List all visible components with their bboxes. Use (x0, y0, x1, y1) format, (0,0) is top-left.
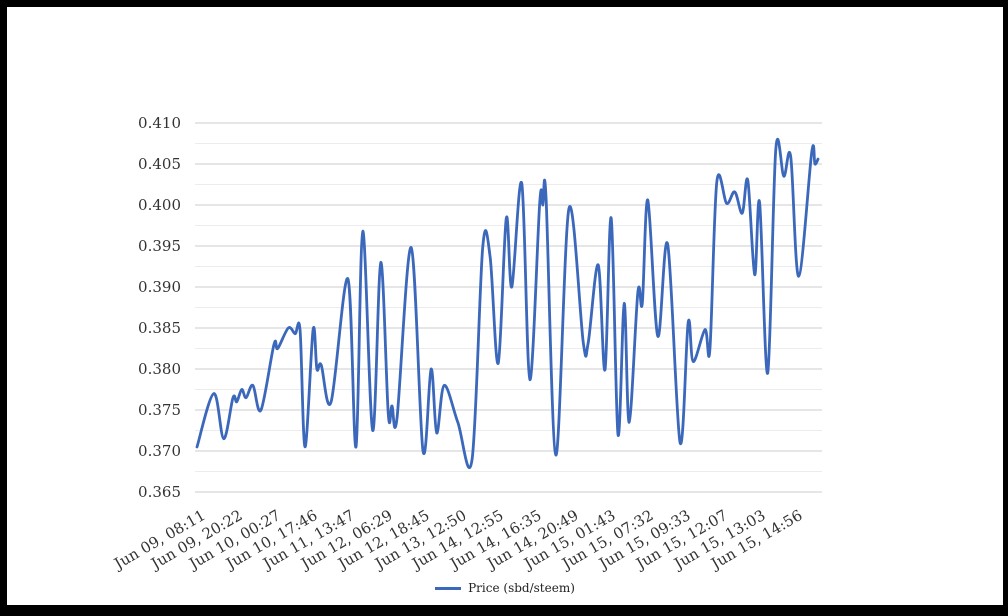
y-axis-tick-label: 0.400 (138, 196, 181, 214)
price-line-chart (195, 122, 822, 493)
chart-page: 0.365 0.370 0.375 0.380 0.385 0.390 0.395 0.400… (7, 7, 1003, 605)
price-series-line[interactable] (195, 137, 820, 470)
y-axis-tick-label: 0.405 (138, 155, 181, 173)
y-axis-tick-label: 0.370 (138, 442, 181, 460)
y-axis-tick-label: 0.380 (138, 360, 181, 378)
y-axis-tick-label: 0.390 (138, 278, 181, 296)
y-axis-tick-label: 0.410 (138, 114, 181, 132)
y-axis-tick-label: 0.395 (138, 237, 181, 255)
legend: Price (sbd/steem) (7, 581, 1003, 595)
legend-line-swatch (435, 586, 462, 590)
y-axis-tick-label: 0.365 (138, 483, 181, 501)
y-axis-tick-label: 0.385 (138, 319, 181, 337)
y-axis-tick-label: 0.375 (138, 401, 181, 419)
legend-label: Price (sbd/steem) (468, 581, 575, 595)
